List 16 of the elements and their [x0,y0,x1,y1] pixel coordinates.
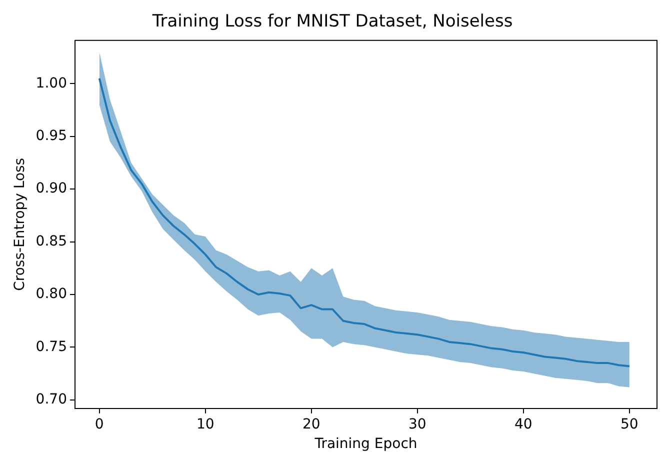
x-tick-label: 30 [408,416,426,432]
y-tick-label: 0.80 [36,286,67,302]
x-tick-label: 20 [302,416,320,432]
chart-title: Training Loss for MNIST Dataset, Noiseless [151,12,513,32]
x-tick-label: 50 [620,416,638,432]
y-tick-label: 1.00 [36,75,67,92]
y-tick-label: 0.90 [36,180,67,197]
y-tick-label: 0.70 [36,392,67,408]
x-tick-label: 10 [196,416,214,432]
x-tick-label: 40 [514,416,532,432]
y-axis-title: Cross-Entropy Loss [12,158,28,291]
y-tick-label: 0.95 [36,128,67,144]
y-tick-label: 0.75 [36,338,67,355]
y-tick-label: 0.85 [36,233,67,250]
x-axis-title: Training Epoch [314,436,418,452]
x-tick-label: 0 [94,416,104,432]
